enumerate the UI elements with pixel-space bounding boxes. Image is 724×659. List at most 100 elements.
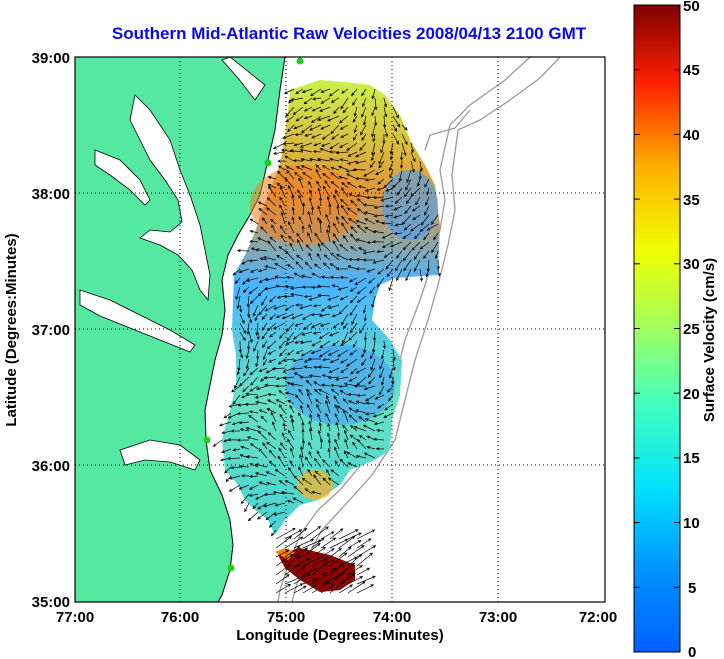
velocity-vector	[311, 133, 322, 139]
velocity-vector	[419, 268, 423, 282]
velocity-field-high	[250, 165, 360, 245]
velocity-vector	[271, 224, 277, 234]
y-axis-label: Latitude (Degrees:Minutes)	[3, 233, 20, 426]
velocity-vector	[249, 385, 259, 392]
velocity-vector	[343, 450, 349, 459]
velocity-vector	[318, 313, 331, 318]
velocity-vector	[287, 438, 295, 450]
velocity-vector	[386, 385, 394, 393]
velocity-vector	[338, 304, 349, 315]
velocity-vector	[325, 213, 331, 225]
velocity-vector	[317, 413, 322, 423]
velocity-vector	[286, 264, 295, 270]
velocity-vector	[384, 214, 394, 218]
velocity-vector	[333, 194, 340, 207]
velocity-vector	[318, 422, 322, 432]
velocity-vector	[281, 313, 295, 320]
velocity-vector	[402, 232, 412, 239]
velocity-vectors	[212, 88, 441, 594]
velocity-vector	[339, 295, 349, 301]
velocity-vector	[347, 265, 358, 270]
velocity-vector	[246, 277, 259, 282]
velocity-vector	[305, 456, 313, 468]
velocity-vector	[322, 358, 331, 362]
velocity-vector	[377, 403, 385, 409]
velocity-vector	[290, 286, 304, 290]
velocity-vector	[262, 442, 268, 450]
velocity-vector	[415, 196, 421, 206]
velocity-vector	[274, 275, 286, 279]
velocity-vector	[250, 443, 259, 450]
velocity-vector	[342, 106, 349, 114]
velocity-vector	[293, 485, 304, 495]
velocity-vector	[322, 185, 331, 198]
velocity-vector	[411, 241, 421, 251]
velocity-vector	[334, 446, 340, 459]
velocity-vector	[361, 358, 367, 366]
velocity-vector	[380, 349, 385, 360]
velocity-vector	[221, 448, 232, 454]
velocity-vector	[419, 160, 423, 172]
colorbar-tick-label: 50	[683, 0, 700, 15]
velocity-vector	[376, 249, 385, 254]
velocity-vector	[258, 207, 268, 216]
velocity-vector	[313, 263, 322, 270]
velocity-vector	[284, 536, 304, 549]
velocity-vector	[334, 413, 340, 423]
velocity-vector	[302, 543, 321, 558]
velocity-vector	[309, 124, 322, 131]
velocity-vector	[286, 499, 295, 504]
velocity-vector	[373, 421, 385, 426]
velocity-vector	[301, 225, 305, 234]
velocity-vector	[392, 349, 396, 362]
velocity-vector	[221, 430, 232, 435]
velocity-vector	[311, 581, 330, 594]
velocity-vector	[394, 259, 403, 272]
velocity-vector	[316, 180, 322, 189]
velocity-vector	[294, 132, 304, 137]
velocity-vector	[284, 178, 295, 189]
velocity-vector	[278, 404, 286, 414]
velocity-vector	[356, 224, 367, 234]
velocity-vector	[294, 394, 304, 405]
velocity-vector	[355, 160, 367, 165]
velocity-vector	[318, 388, 331, 396]
velocity-vector	[290, 414, 295, 423]
velocity-vector	[356, 208, 367, 216]
velocity-vector	[279, 349, 286, 357]
velocity-vector	[298, 466, 304, 477]
velocity-vector	[419, 223, 430, 233]
velocity-vector	[278, 390, 286, 396]
velocity-vector	[330, 383, 340, 388]
velocity-vector	[401, 214, 412, 225]
velocity-vector	[331, 313, 340, 318]
velocity-field-low-2	[285, 345, 395, 425]
velocity-vector	[323, 254, 331, 261]
velocity-vector	[362, 424, 376, 432]
velocity-vector	[353, 425, 367, 432]
x-tick-label: 72:00	[579, 609, 617, 626]
y-tick-label: 39:00	[32, 50, 70, 67]
velocity-vector	[248, 484, 259, 490]
velocity-vector	[356, 393, 367, 398]
x-tick-label: 77:00	[56, 609, 94, 626]
y-tick-label: 35:00	[32, 594, 70, 611]
velocity-vector	[365, 394, 376, 402]
velocity-vector	[318, 331, 331, 340]
velocity-vector	[364, 178, 376, 182]
velocity-vector	[265, 511, 277, 521]
velocity-vector	[389, 142, 394, 155]
velocity-vector	[329, 547, 342, 558]
velocity-vector	[282, 422, 286, 432]
velocity-vector	[293, 547, 309, 558]
velocity-vector	[371, 295, 376, 308]
velocity-vector	[259, 257, 268, 261]
velocity-vector	[264, 265, 277, 270]
velocity-vector	[381, 241, 394, 248]
velocity-vector	[311, 574, 328, 585]
velocity-vector	[283, 88, 295, 94]
velocity-vector	[329, 331, 340, 337]
velocity-vector	[392, 115, 401, 128]
velocity-vector	[263, 502, 277, 508]
velocity-vector	[255, 385, 268, 390]
